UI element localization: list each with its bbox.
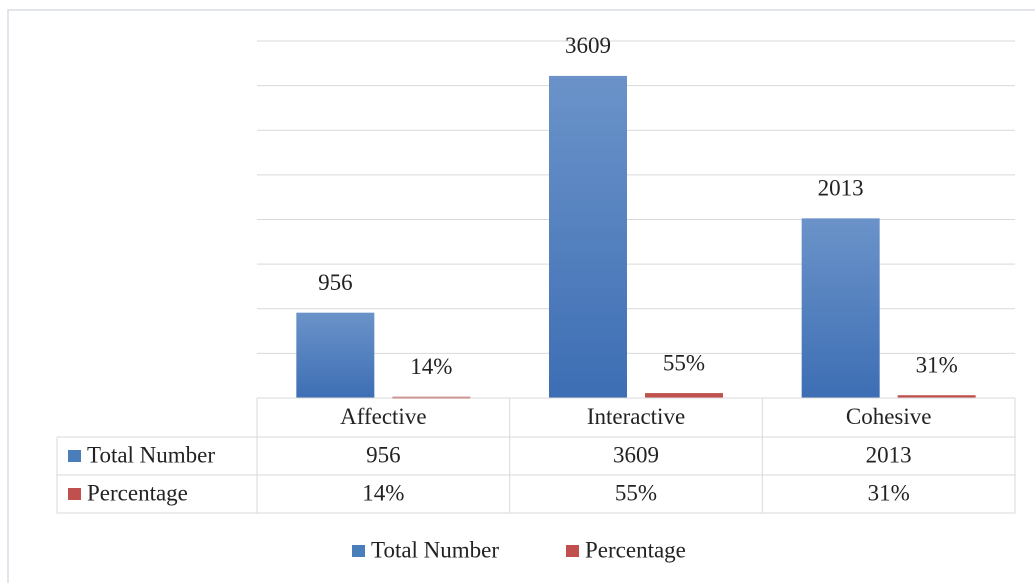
table-row-label: Percentage — [87, 480, 188, 505]
x-tick-label: Interactive — [587, 404, 685, 429]
table-cell: 3609 — [613, 442, 659, 467]
data-label: 2013 — [818, 176, 864, 201]
data-label: 3609 — [565, 33, 611, 58]
data-label: 55% — [663, 350, 705, 375]
legend-key — [352, 545, 365, 557]
table-legend-key — [68, 488, 81, 500]
table-legend-key — [68, 450, 81, 462]
legend-label: Total Number — [371, 537, 499, 562]
data-label: 14% — [410, 354, 452, 379]
bar — [645, 393, 723, 398]
x-tick-label: Cohesive — [846, 404, 932, 429]
table-cell: 956 — [366, 442, 401, 467]
data-label: 31% — [916, 353, 958, 378]
table-cell: 55% — [615, 480, 657, 505]
data-label: 956 — [318, 270, 353, 295]
bar — [549, 75, 627, 398]
bar — [897, 395, 976, 398]
bar — [296, 312, 375, 398]
table-cell: 14% — [362, 480, 404, 505]
table-cell: 31% — [868, 480, 910, 505]
bar — [801, 218, 880, 398]
legend-label: Percentage — [585, 537, 686, 562]
table-row-label: Total Number — [87, 442, 215, 467]
legend-key — [566, 545, 579, 557]
table-cell: 2013 — [866, 442, 912, 467]
x-tick-label: Affective — [340, 404, 426, 429]
